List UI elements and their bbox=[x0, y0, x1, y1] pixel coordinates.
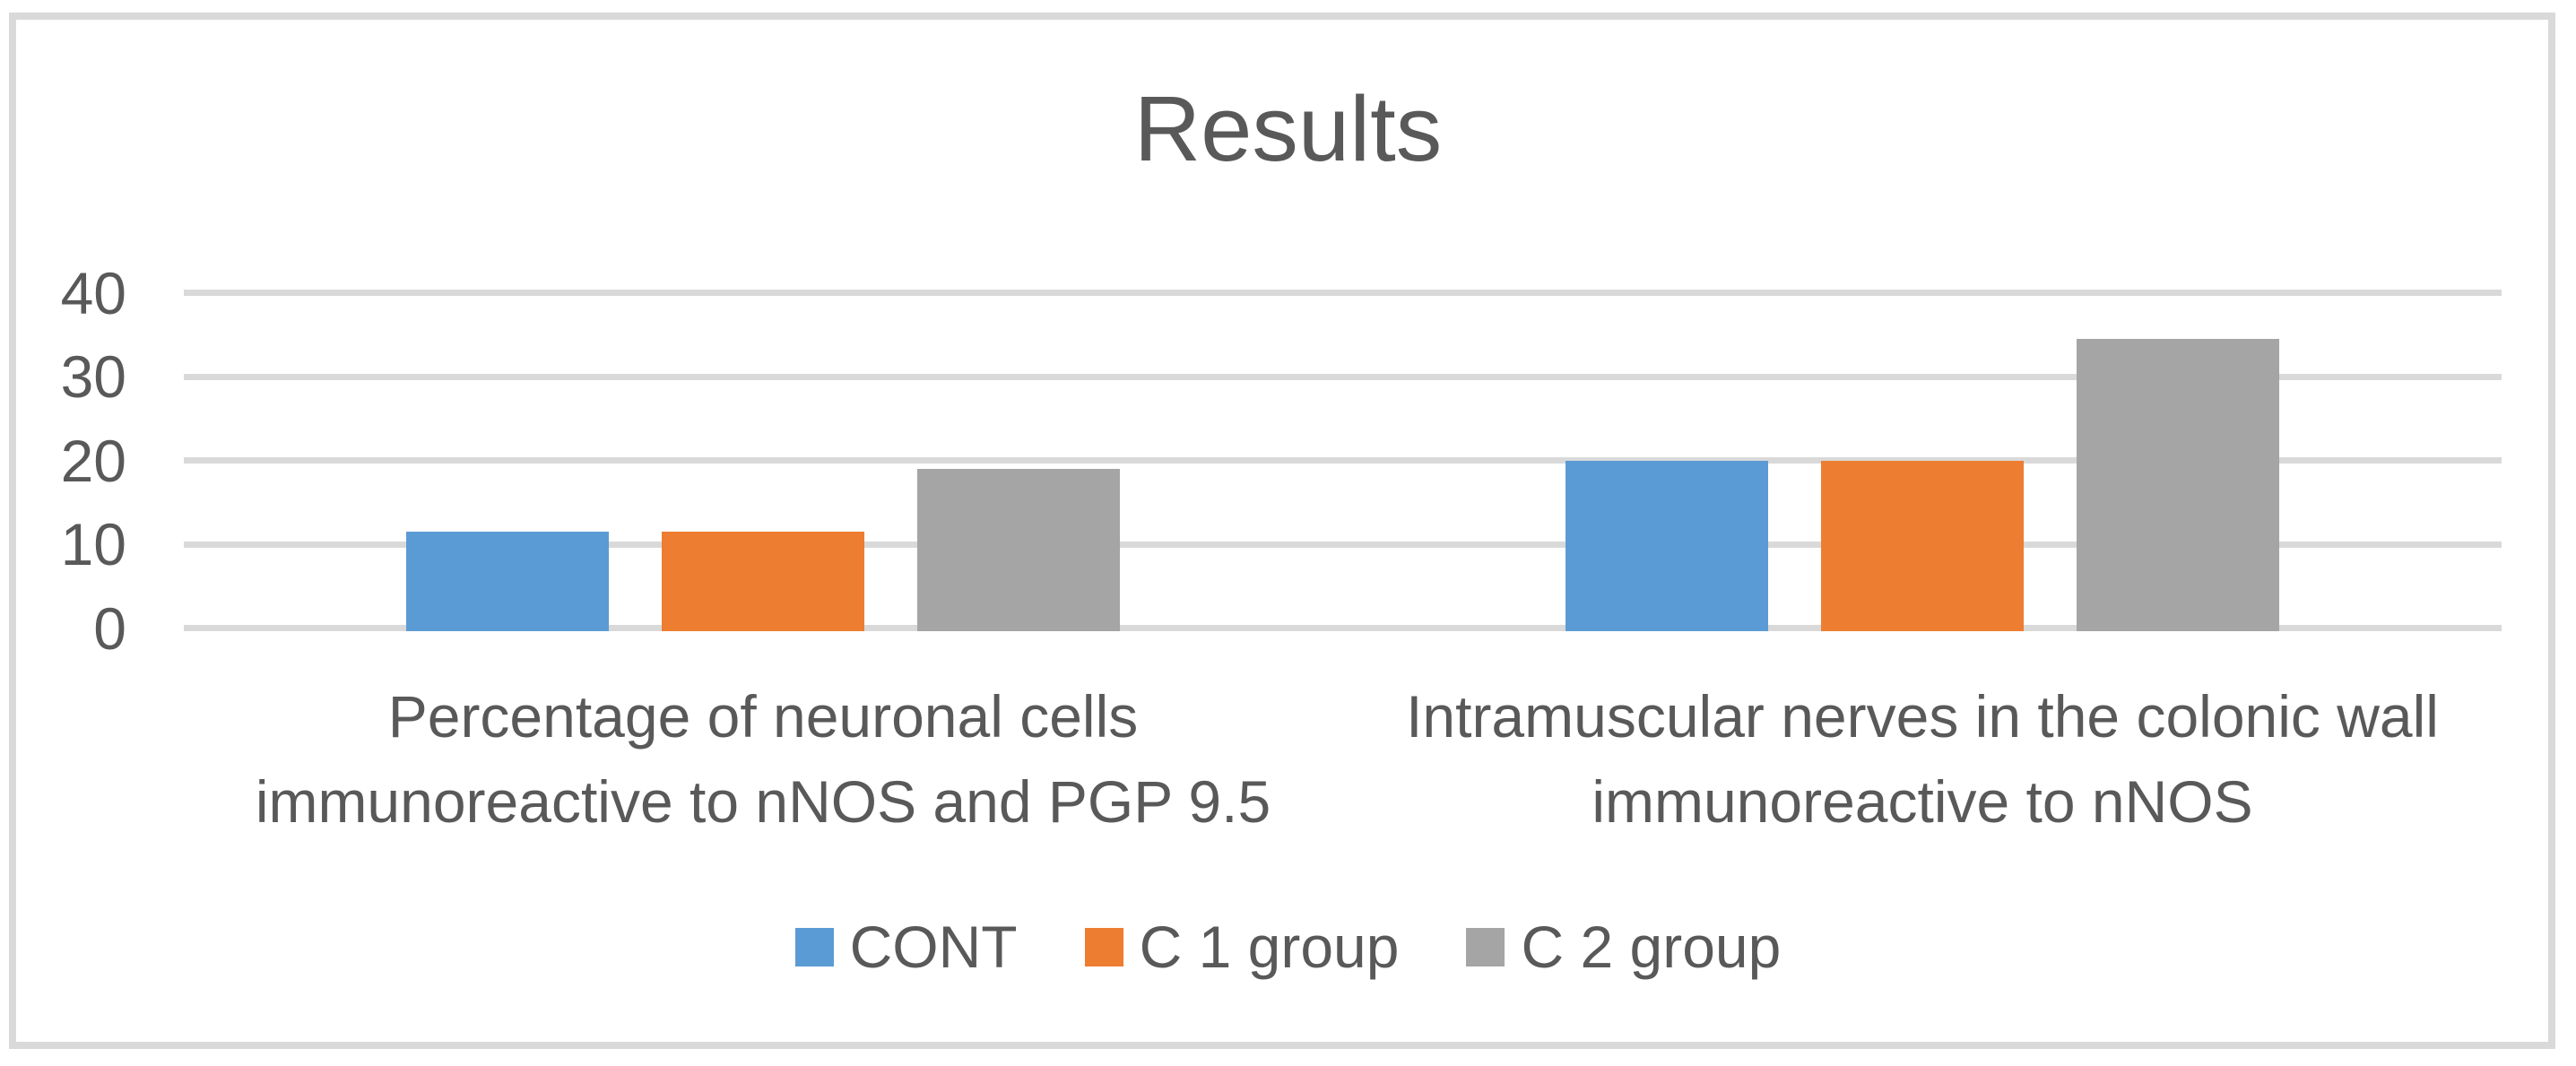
legend-swatch-cont bbox=[794, 927, 834, 966]
legend-label-c1-group: C 1 group bbox=[1139, 914, 1400, 980]
y-axis-tick-label-20: 20 bbox=[60, 427, 126, 494]
chart-title: Results bbox=[1133, 77, 1443, 180]
legend-item-c2-group: C 2 group bbox=[1466, 915, 1781, 978]
legend-item-cont: CONT bbox=[794, 914, 1018, 980]
legend: CONT C 1 group C 2 group bbox=[0, 911, 2576, 983]
y-axis-tick-label-30: 30 bbox=[60, 343, 126, 410]
y-axis-tick-label-10: 10 bbox=[60, 511, 126, 577]
chart-border bbox=[9, 13, 2555, 1049]
y-axis-tick-label-40: 40 bbox=[60, 259, 126, 326]
legend-label-c2-group: C 2 group bbox=[1521, 914, 1782, 980]
legend-item-c1-group: C 1 group bbox=[1084, 914, 1400, 980]
gridline-0 bbox=[184, 625, 2502, 631]
bar-c-1-group-category-2 bbox=[1820, 460, 2024, 631]
category-label-2: Intramuscular nerves in the colonic wall… bbox=[1406, 683, 2439, 835]
y-axis-tick-label-0: 0 bbox=[93, 594, 126, 662]
bar-cont-category-2 bbox=[1565, 460, 1768, 631]
gridline-30 bbox=[184, 373, 2502, 380]
gridline-10 bbox=[184, 541, 2502, 548]
legend-swatch-c1-group bbox=[1084, 927, 1123, 966]
bar-c-2-group-category-2 bbox=[2076, 338, 2279, 631]
bar-cont-category-1 bbox=[406, 531, 610, 631]
bar-c-1-group-category-1 bbox=[662, 531, 865, 631]
bar-c-2-group-category-1 bbox=[917, 468, 1121, 631]
legend-label-cont: CONT bbox=[849, 914, 1018, 980]
gridline-20 bbox=[184, 457, 2502, 464]
gridline-40 bbox=[184, 290, 2502, 296]
category-label-1: Percentage of neuronal cells immunoreact… bbox=[255, 683, 1271, 835]
legend-swatch-c2-group bbox=[1466, 927, 1505, 966]
